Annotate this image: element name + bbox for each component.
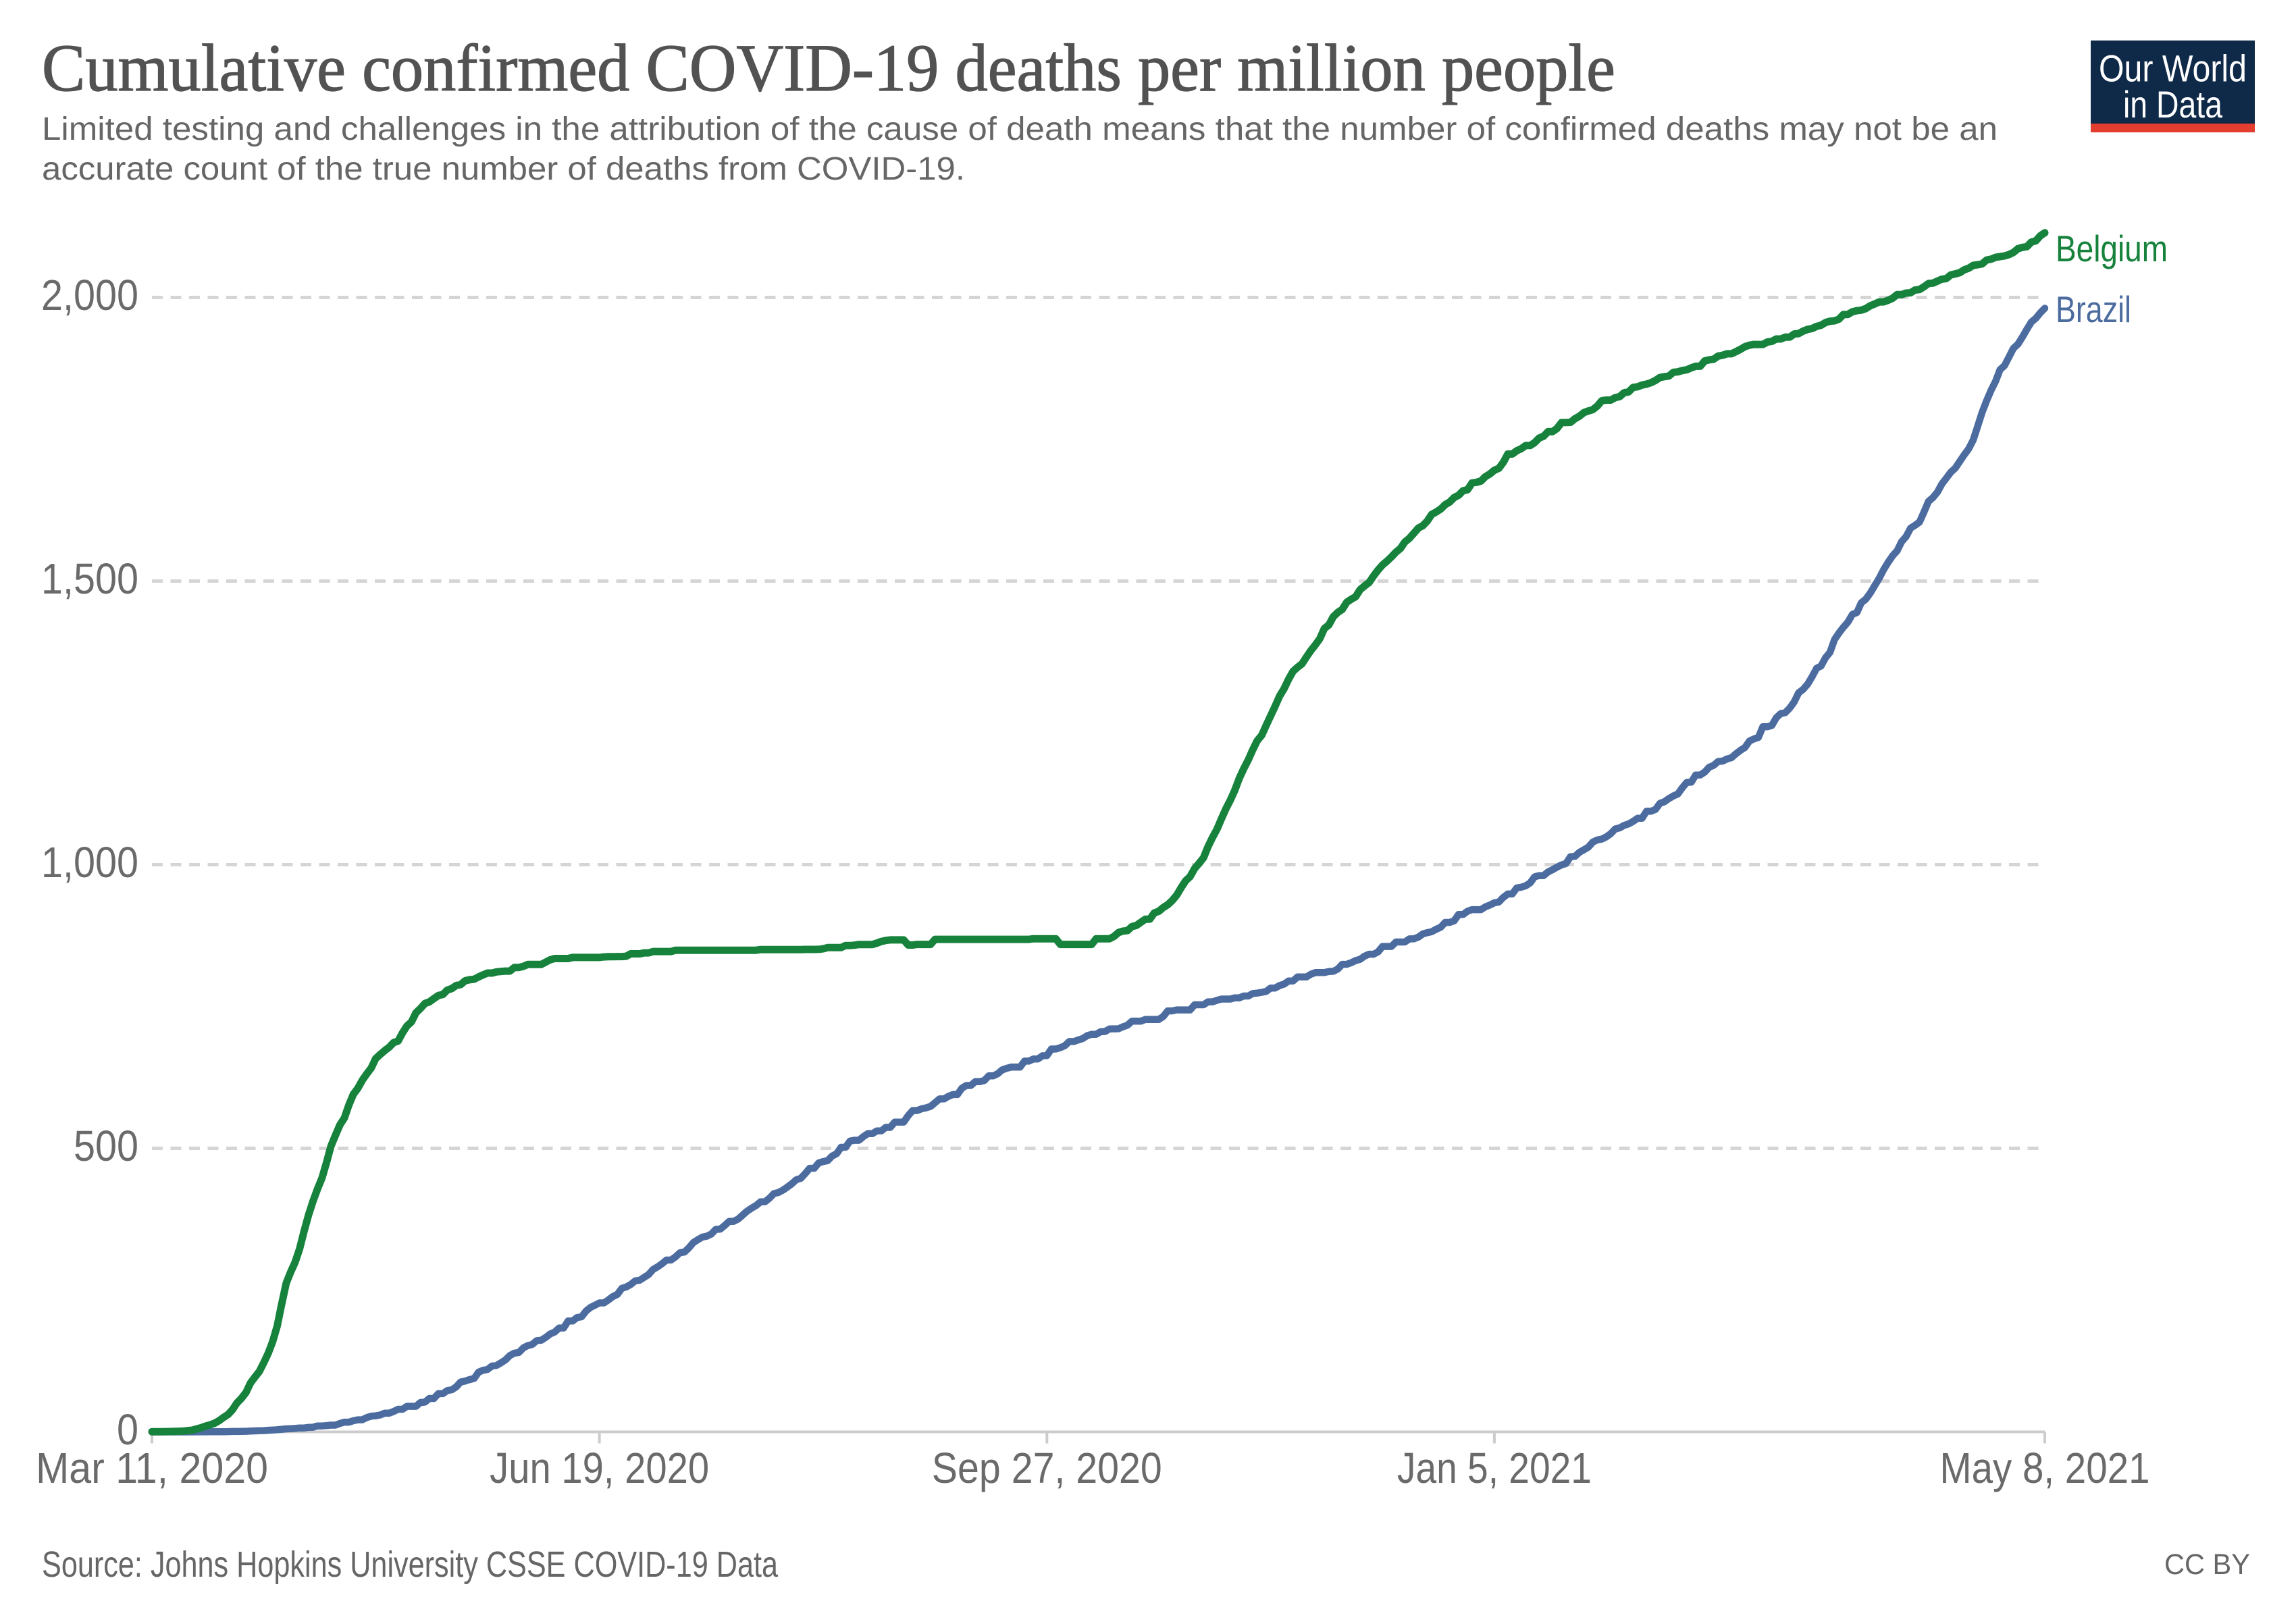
svg-text:May 8, 2021: May 8, 2021 <box>1940 1444 2150 1492</box>
svg-text:Cumulative confirmed COVID-19: Cumulative confirmed COVID-19 deaths per… <box>42 30 1615 105</box>
svg-text:CC BY: CC BY <box>2164 1548 2250 1581</box>
svg-text:Mar 11, 2020: Mar 11, 2020 <box>36 1444 268 1492</box>
svg-text:1,500: 1,500 <box>41 554 138 603</box>
svg-text:2,000: 2,000 <box>41 271 138 319</box>
svg-text:0: 0 <box>117 1405 138 1454</box>
svg-text:Limited testing and challenges: Limited testing and challenges in the at… <box>42 111 1998 147</box>
svg-text:Brazil: Brazil <box>2056 288 2131 330</box>
svg-text:1,000: 1,000 <box>41 838 138 887</box>
svg-text:in Data: in Data <box>2123 83 2223 126</box>
svg-text:Jan 5, 2021: Jan 5, 2021 <box>1397 1444 1592 1492</box>
svg-text:accurate count of the true num: accurate count of the true number of dea… <box>42 151 965 187</box>
svg-text:Our World: Our World <box>2099 47 2247 90</box>
svg-text:500: 500 <box>74 1122 138 1170</box>
svg-text:Sep 27, 2020: Sep 27, 2020 <box>932 1444 1162 1492</box>
svg-text:Source: Johns Hopkins Universi: Source: Johns Hopkins University CSSE CO… <box>42 1544 779 1585</box>
svg-text:Belgium: Belgium <box>2056 228 2168 269</box>
svg-text:Jun 19, 2020: Jun 19, 2020 <box>490 1444 709 1492</box>
